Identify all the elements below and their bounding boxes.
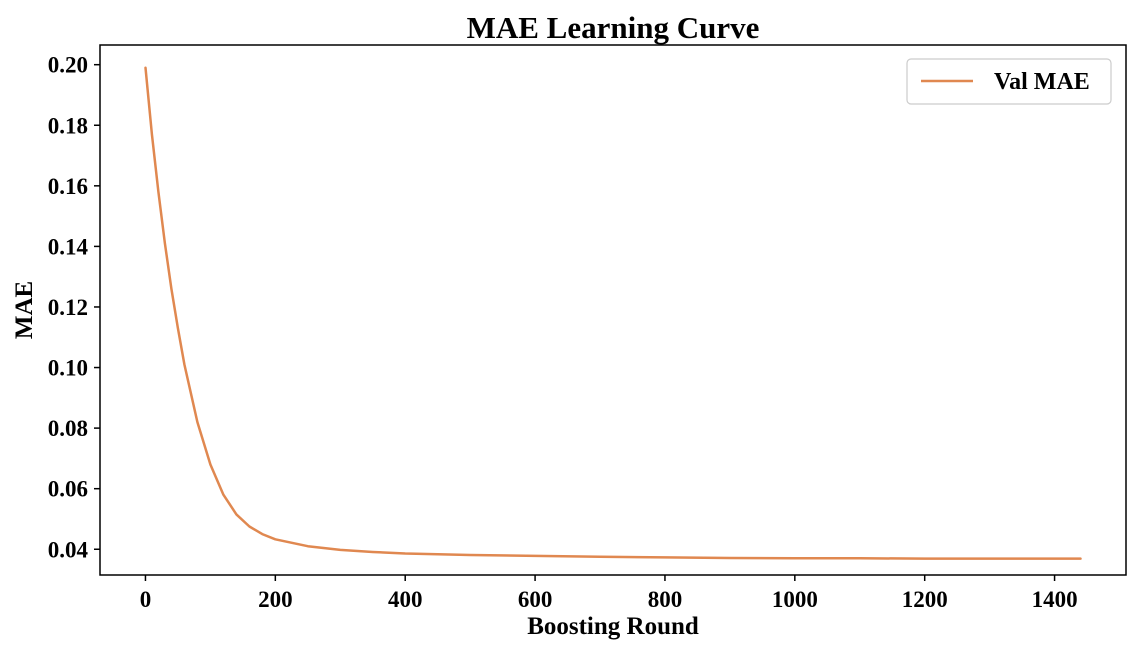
y-axis-ticks: 0.04 0.06 0.08 0.10 0.12 0.14 0.16 0.18 0.20 (48, 53, 100, 562)
x-tick-label: 400 (388, 587, 423, 612)
y-tick-label: 0.20 (48, 53, 88, 78)
chart-title: MAE Learning Curve (467, 10, 760, 45)
legend-label-val-mae: Val MAE (994, 69, 1090, 95)
y-tick-label: 0.16 (48, 174, 88, 199)
legend: Val MAE (906, 58, 1112, 105)
x-axis-label: Boosting Round (527, 613, 699, 640)
x-tick-label: 200 (258, 587, 293, 612)
series-line-val-mae (144, 66, 1082, 560)
x-tick-label: 1000 (772, 587, 818, 612)
y-tick-label: 0.10 (48, 356, 88, 381)
y-tick-label: 0.12 (48, 295, 88, 320)
legend-box (906, 58, 1112, 105)
x-axis-ticks: 0 200 400 600 800 1000 1200 1400 (140, 575, 1078, 612)
x-tick-label: 800 (648, 587, 683, 612)
x-tick-label: 1200 (902, 587, 948, 612)
x-tick-label: 1400 (1032, 587, 1078, 612)
y-axis-label: MAE (11, 281, 38, 339)
series-lines (144, 66, 1082, 560)
y-tick-label: 0.08 (48, 416, 88, 441)
y-tick-label: 0.18 (48, 113, 88, 138)
x-tick-label: 600 (518, 587, 553, 612)
x-tick-label: 0 (140, 587, 152, 612)
y-tick-label: 0.14 (48, 234, 89, 259)
y-tick-label: 0.04 (48, 537, 89, 562)
y-tick-label: 0.06 (48, 477, 88, 502)
plot-frame (99, 44, 1127, 576)
